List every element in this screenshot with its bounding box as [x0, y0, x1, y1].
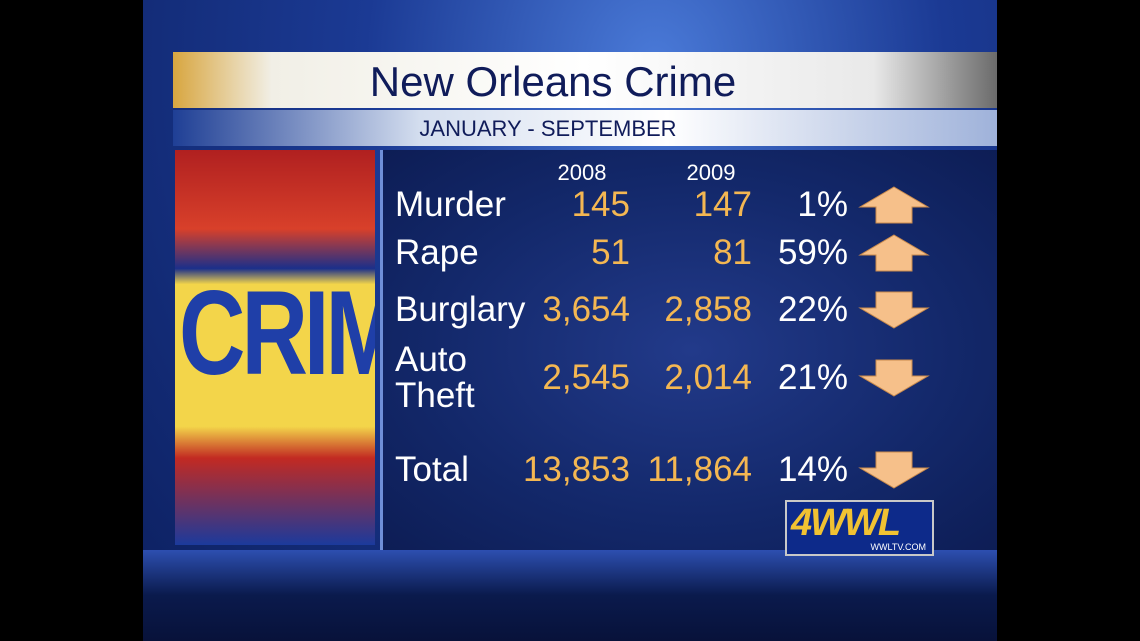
crime-image: CRIME: [175, 150, 375, 545]
row-label: Total: [395, 450, 469, 489]
bottom-strip: [143, 550, 997, 641]
subtitle: JANUARY - SEPTEMBER: [419, 116, 677, 141]
cell-value: 3,654: [542, 290, 630, 329]
cell-value: 145: [571, 185, 630, 224]
row-label: Auto Theft: [395, 340, 475, 415]
trend-arrow: [858, 359, 930, 397]
broadcast-frame: New Orleans Crime JANUARY - SEPTEMBER CR…: [143, 0, 997, 641]
change: 59%: [777, 233, 848, 272]
arrow-shape: [858, 234, 930, 272]
change: 1%: [797, 185, 848, 224]
trend-arrow: [858, 186, 930, 224]
subtitle-bar: JANUARY - SEPTEMBER: [173, 110, 997, 146]
title: New Orleans Crime: [369, 58, 737, 105]
arrow-shape: [858, 186, 930, 224]
logo-url: WWLTV.COM: [870, 542, 927, 552]
row-label: Burglary: [395, 290, 526, 329]
column-header: 2009: [686, 160, 736, 185]
trend-arrow: [858, 291, 930, 329]
title-bar: New Orleans Crime: [173, 52, 997, 108]
cell-value: 81: [713, 233, 752, 272]
cell-value: 11,864: [647, 450, 752, 489]
column-header: 2008: [557, 160, 607, 185]
station-logo: 4WWL WWLTV.COM: [785, 500, 934, 556]
logo-text: 4WWL: [791, 502, 901, 544]
trend-arrow: [858, 234, 930, 272]
cell-value: 2,014: [664, 358, 752, 397]
arrow-shape: [858, 359, 930, 397]
arrow-shape: [858, 291, 930, 329]
cell-value: 13,853: [522, 450, 630, 489]
cell-value: 51: [591, 233, 630, 272]
cell-value: 2,545: [542, 358, 630, 397]
change: 22%: [777, 290, 848, 329]
image-text: CRIME: [179, 267, 375, 401]
trend-arrow: [858, 451, 930, 489]
change: 14%: [777, 450, 848, 489]
row-label: Murder: [395, 185, 506, 224]
cell-value: 2,858: [664, 290, 752, 329]
row-label: Rape: [395, 233, 479, 272]
arrow-shape: [858, 451, 930, 489]
change: 21%: [777, 358, 848, 397]
cell-value: 147: [693, 185, 752, 224]
